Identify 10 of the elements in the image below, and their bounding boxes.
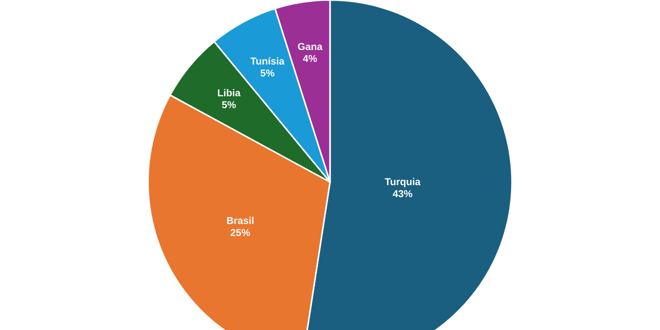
data-label: 43% bbox=[392, 190, 412, 198]
slice-label: Brasil bbox=[227, 216, 254, 224]
slice-label: Tunísia bbox=[250, 57, 285, 65]
data-label: 4% bbox=[302, 54, 317, 62]
slice-label: Gana bbox=[298, 43, 323, 50]
data-label: 5% bbox=[260, 70, 274, 77]
slice-label: Libia bbox=[218, 88, 241, 96]
slice-label: Turquia bbox=[384, 178, 421, 188]
data-label: 5% bbox=[222, 101, 236, 108]
data-label: 25% bbox=[230, 229, 250, 236]
